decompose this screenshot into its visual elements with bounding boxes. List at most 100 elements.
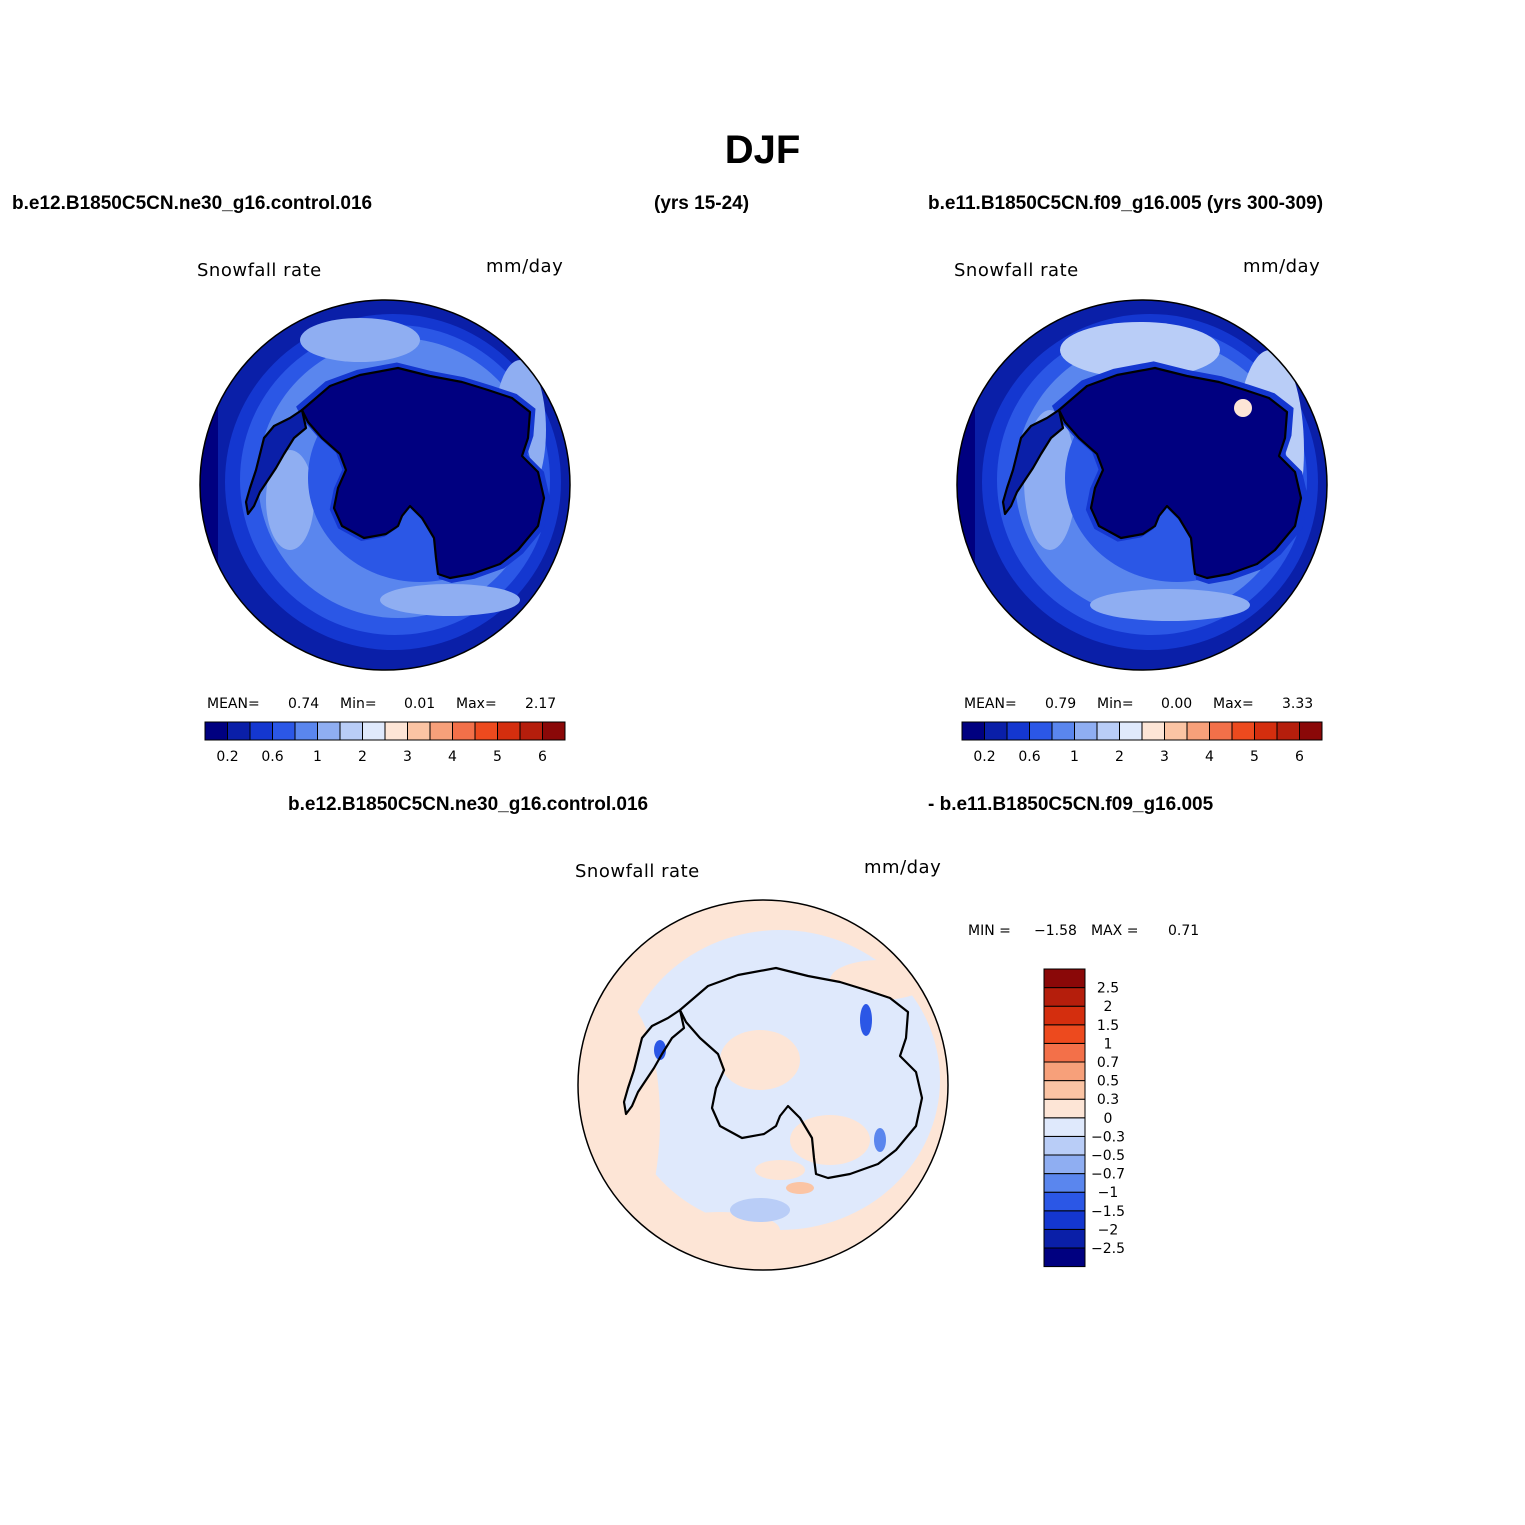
panel1-colorbar-tick-label: 0.6 (261, 749, 283, 765)
panel2-colorbar-tick-label: 1 (1070, 749, 1079, 765)
panel2-colorbar-tick-label: 4 (1205, 749, 1214, 765)
panel2-colorbar-tick-label: 2 (1115, 749, 1124, 765)
panel2-colorbar-tick-label: 0.2 (973, 749, 995, 765)
panel2-min-label: Min= (1097, 696, 1134, 712)
panel2-units-label: mm/day (1243, 256, 1321, 277)
panel2-colorbar-swatch (1209, 721, 1233, 741)
panel3-colorbar-tick-label: 0 (1104, 1111, 1113, 1127)
panel3-colorbar-tick-label: −0.7 (1091, 1167, 1125, 1183)
panel1-colorbar-swatch (294, 721, 318, 741)
panel2-mean-value: 0.79 (1045, 696, 1077, 712)
panel3-units-label: mm/day (864, 857, 942, 878)
panel2-colorbar-tick-label: 5 (1250, 749, 1259, 765)
panel3-min-label: MIN = (968, 923, 1011, 939)
case1-header: b.e12.B1850C5CN.ne30_g16.control.016 (12, 193, 373, 214)
panel3-colorbar-swatch (1043, 1080, 1086, 1100)
panel3-colorbar-tick-label: −1.5 (1091, 1204, 1125, 1220)
panel1-colorbar-swatch (429, 721, 453, 741)
panel1-colorbar-swatch (452, 721, 476, 741)
panel2-colorbar-tick-label: 3 (1160, 749, 1169, 765)
panel1-colorbar-swatch (317, 721, 341, 741)
panel3-min-value: −1.58 (1034, 923, 1077, 939)
panel2-min-value: 0.00 (1161, 696, 1193, 712)
panel3-colorbar-tick-label: 1 (1104, 1036, 1113, 1052)
panel3-map (577, 899, 949, 1271)
panel1-min-value: 0.01 (404, 696, 436, 712)
panel1-colorbar-swatch (519, 721, 543, 741)
panel3-colorbar-swatch (1043, 1228, 1086, 1249)
panel2-colorbar-swatch (1119, 721, 1143, 741)
panel2-colorbar: 0.2 0.6 1 2 3 4 5 6 (961, 721, 1323, 765)
panel1-max-label: Max= (456, 696, 497, 712)
panel1-colorbar-swatch (474, 721, 498, 741)
panel1-colorbar-swatch (542, 721, 566, 741)
panel3-colorbar-swatch (1043, 1154, 1086, 1175)
panel2-colorbar-swatch (1254, 721, 1278, 741)
panel1-variable-label: Snowfall rate (197, 260, 322, 281)
case2-header: b.e11.B1850C5CN.f09_g16.005 (yrs 300-309… (928, 193, 1324, 214)
panel2-colorbar-swatch (1051, 721, 1075, 741)
panel3-colorbar-tick-label: −2 (1098, 1222, 1119, 1238)
panel3-variable-label: Snowfall rate (575, 861, 700, 882)
panel1-colorbar: 0.2 0.6 1 2 3 4 5 6 (204, 721, 566, 765)
panel2-colorbar-swatch (1231, 721, 1255, 741)
panel1-mean-value: 0.74 (288, 696, 320, 712)
panel3-colorbar-tick-label: 2.5 (1097, 981, 1119, 997)
panel3-colorbar-swatch (1043, 1042, 1086, 1063)
panel3-colorbar-swatch (1043, 1191, 1086, 1212)
panel2-colorbar-swatch (1141, 721, 1165, 741)
panel3-colorbar-swatch (1043, 987, 1086, 1007)
panel1-colorbar-tick-label: 5 (493, 749, 502, 765)
panel3-max-label: MAX = (1091, 923, 1139, 939)
panel1-colorbar-swatch (249, 721, 273, 741)
panel1-colorbar-tick-label: 4 (448, 749, 457, 765)
panel3-colorbar-swatch (1043, 1098, 1086, 1119)
panel2-colorbar-swatch (1029, 721, 1053, 741)
panel2-colorbar-swatch (1096, 721, 1120, 741)
panel1-colorbar-swatch (204, 721, 228, 741)
diff-header-line1: b.e12.B1850C5CN.ne30_g16.control.016 (288, 794, 649, 815)
panel3-colorbar-swatch (1043, 1005, 1086, 1026)
panel2-map (956, 299, 1328, 671)
panel2-colorbar-swatch (961, 721, 985, 741)
panel2-colorbar-swatch (1074, 721, 1098, 741)
panel3-colorbar-tick-label: −2.5 (1091, 1241, 1125, 1257)
panel2-colorbar-swatch (1299, 721, 1323, 741)
panel1-colorbar-swatch (227, 721, 251, 741)
panel1-colorbar-swatch (497, 721, 521, 741)
panel1-map (199, 299, 571, 671)
panel3-colorbar-tick-label: 0.3 (1097, 1092, 1119, 1108)
panel3-colorbar-swatch (1043, 968, 1086, 989)
panel2-colorbar-swatch (1164, 721, 1188, 741)
panel1-colorbar-tick-label: 1 (313, 749, 322, 765)
panel2-mean-label: MEAN= (964, 696, 1017, 712)
panel1-colorbar-swatch (339, 721, 363, 741)
panel3-colorbar-tick-label: 0.5 (1097, 1074, 1119, 1090)
panel3-colorbar-swatch (1043, 1061, 1086, 1082)
panel3-colorbar: −2.5 −2 −1.5 −1 −0.7 −0.5 −0.3 0 0.3 0.5 0.7 1 1.5 2 2… (1043, 968, 1125, 1268)
panel1-min-label: Min= (340, 696, 377, 712)
panel3-colorbar-swatch (1043, 1135, 1086, 1156)
panel3-colorbar-tick-label: 0.7 (1097, 1055, 1119, 1071)
panel1-colorbar-tick-label: 0.2 (216, 749, 238, 765)
panel3-colorbar-swatch (1043, 1210, 1086, 1230)
panel2-colorbar-swatch (1276, 721, 1300, 741)
panel2-colorbar-tick-label: 0.6 (1018, 749, 1040, 765)
panel1-colorbar-tick-label: 2 (358, 749, 367, 765)
panel1-colorbar-swatch (272, 721, 296, 741)
panel3-colorbar-tick-label: 1.5 (1097, 1018, 1119, 1034)
panel2-variable-label: Snowfall rate (954, 260, 1079, 281)
panel3-max-value: 0.71 (1168, 923, 1200, 939)
panel1-colorbar-tick-label: 3 (403, 749, 412, 765)
panel3-colorbar-tick-label: −0.3 (1091, 1129, 1125, 1145)
panel1-units-label: mm/day (486, 256, 564, 277)
panel1-mean-label: MEAN= (207, 696, 260, 712)
panel2-max-value: 3.33 (1282, 696, 1314, 712)
panel1-colorbar-swatch (407, 721, 431, 741)
panel1-colorbar-swatch (362, 721, 386, 741)
panel1-colorbar-swatch (384, 721, 408, 741)
panel3-colorbar-swatch (1043, 1024, 1086, 1044)
panel2-colorbar-swatch (1006, 721, 1030, 741)
